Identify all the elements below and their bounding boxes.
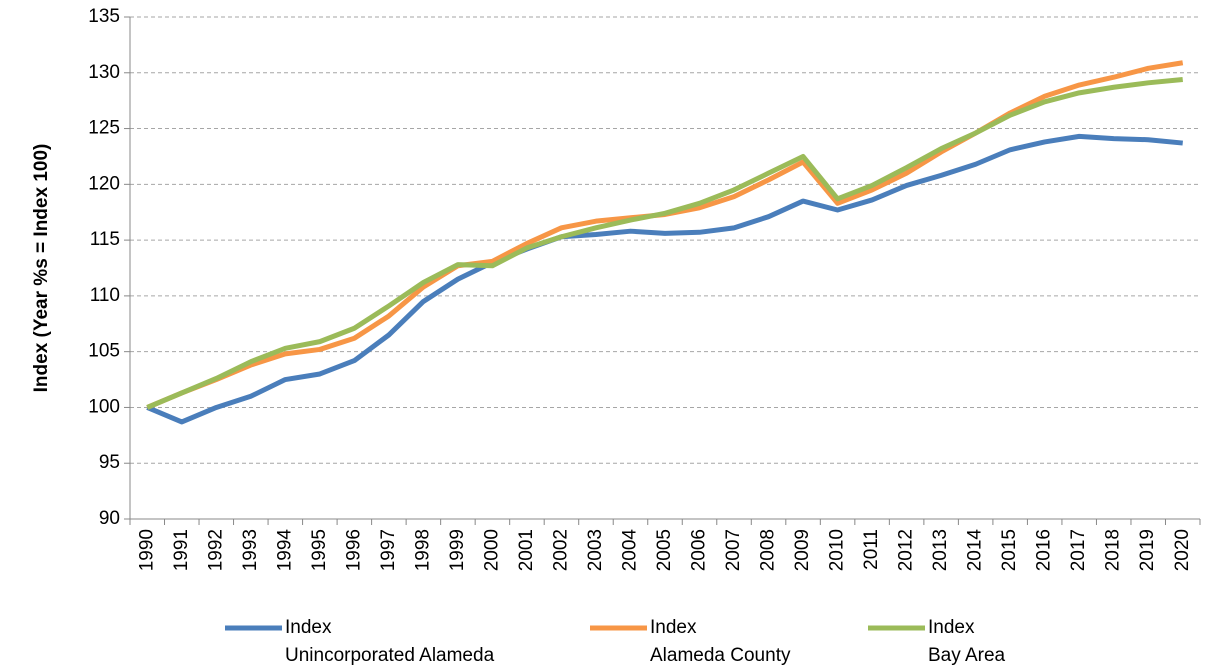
y-tick-label: 115 xyxy=(90,229,120,250)
x-tick-label: 1990 xyxy=(136,529,157,571)
x-tick-label: 2019 xyxy=(1137,529,1158,571)
y-tick-label: 135 xyxy=(88,6,120,27)
x-tick-label: 2009 xyxy=(792,529,813,571)
x-tick-label: 1995 xyxy=(309,529,330,571)
x-tick-label: 2013 xyxy=(930,529,951,571)
y-tick-label: 110 xyxy=(90,285,120,306)
legend-label: Index Bay Area xyxy=(928,617,1006,666)
legend-label: Index Unincorporated Alameda xyxy=(285,617,495,666)
x-tick-label: 1998 xyxy=(412,529,433,571)
x-tick-label: 2012 xyxy=(896,529,917,571)
x-tick-label: 2008 xyxy=(758,529,779,571)
y-tick-label: 90 xyxy=(99,508,120,529)
x-tick-label: 1996 xyxy=(343,529,364,571)
x-tick-label: 2016 xyxy=(1034,529,1055,571)
x-tick-label: 2018 xyxy=(1103,529,1124,571)
x-tick-label: 1994 xyxy=(274,529,295,572)
x-tick-label: 1997 xyxy=(378,529,399,571)
x-tick-label: 2006 xyxy=(689,529,710,571)
x-tick-label: 2003 xyxy=(585,529,606,571)
y-tick-label: 100 xyxy=(88,396,120,417)
x-tick-label: 2015 xyxy=(999,529,1020,571)
x-tick-label: 2010 xyxy=(827,529,848,571)
x-tick-label: 2001 xyxy=(516,529,537,571)
x-tick-label: 1991 xyxy=(171,529,192,571)
x-tick-label: 2005 xyxy=(654,529,675,571)
y-tick-label: 105 xyxy=(88,341,120,362)
legend-label: Index Alameda County xyxy=(650,617,791,666)
x-tick-label: 1999 xyxy=(447,529,468,571)
y-tick-label: 120 xyxy=(88,173,120,194)
x-tick-label: 2004 xyxy=(619,529,640,572)
x-tick-label: 2007 xyxy=(723,529,744,571)
y-tick-label: 130 xyxy=(88,62,120,83)
y-axis-label: Index (Year %s = Index 100) xyxy=(31,144,52,393)
y-tick-label: 95 xyxy=(99,452,120,473)
series-line xyxy=(146,76,1183,410)
x-tick-label: 1992 xyxy=(205,529,226,571)
series-line xyxy=(146,133,1183,425)
x-tick-label: 2014 xyxy=(965,529,986,572)
x-tick-label: 2017 xyxy=(1068,529,1089,571)
x-tick-label: 1993 xyxy=(240,529,261,571)
y-tick-label: 125 xyxy=(88,118,120,139)
x-tick-label: 2011 xyxy=(861,529,882,570)
x-tick-label: 2020 xyxy=(1172,529,1193,571)
x-tick-label: 2000 xyxy=(481,529,502,571)
x-tick-label: 2002 xyxy=(550,529,571,571)
